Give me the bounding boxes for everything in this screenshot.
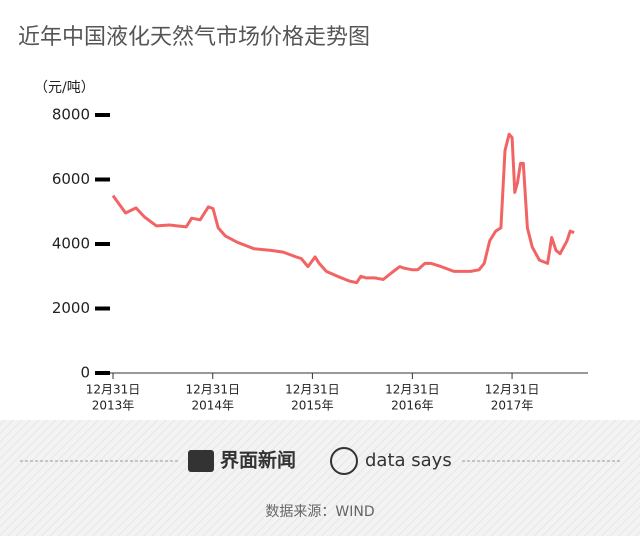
y-tick-label: 2000 [52, 299, 90, 317]
partner-logo [330, 447, 358, 475]
x-tick-label: 2016年 [391, 399, 434, 413]
y-axis-label: （元/吨） [34, 80, 95, 96]
x-tick-label: 12月31日 [185, 383, 240, 397]
y-tick-label: 4000 [52, 235, 90, 253]
x-tick-label: 12月31日 [485, 383, 540, 397]
brand-logo [188, 450, 214, 472]
x-tick-label: 2014年 [191, 399, 234, 413]
chart-title: 近年中国液化天然气市场价格走势图 [18, 25, 370, 50]
footer-band [0, 420, 640, 536]
x-tick-label: 2013年 [92, 399, 135, 413]
x-tick-label: 12月31日 [385, 383, 440, 397]
x-tick-label: 2015年 [291, 399, 334, 413]
y-tick-label: 0 [80, 364, 90, 382]
x-tick-label: 12月31日 [86, 383, 141, 397]
y-tick-label: 6000 [52, 170, 90, 188]
x-tick-label: 2017年 [491, 399, 534, 413]
y-tick-label: 8000 [52, 106, 90, 124]
brand: 界面新闻 [220, 449, 296, 472]
x-tick-label: 12月31日 [285, 383, 340, 397]
source: 数据来源：WIND [265, 504, 374, 520]
series-line [111, 132, 575, 285]
partner: data says [365, 450, 452, 471]
